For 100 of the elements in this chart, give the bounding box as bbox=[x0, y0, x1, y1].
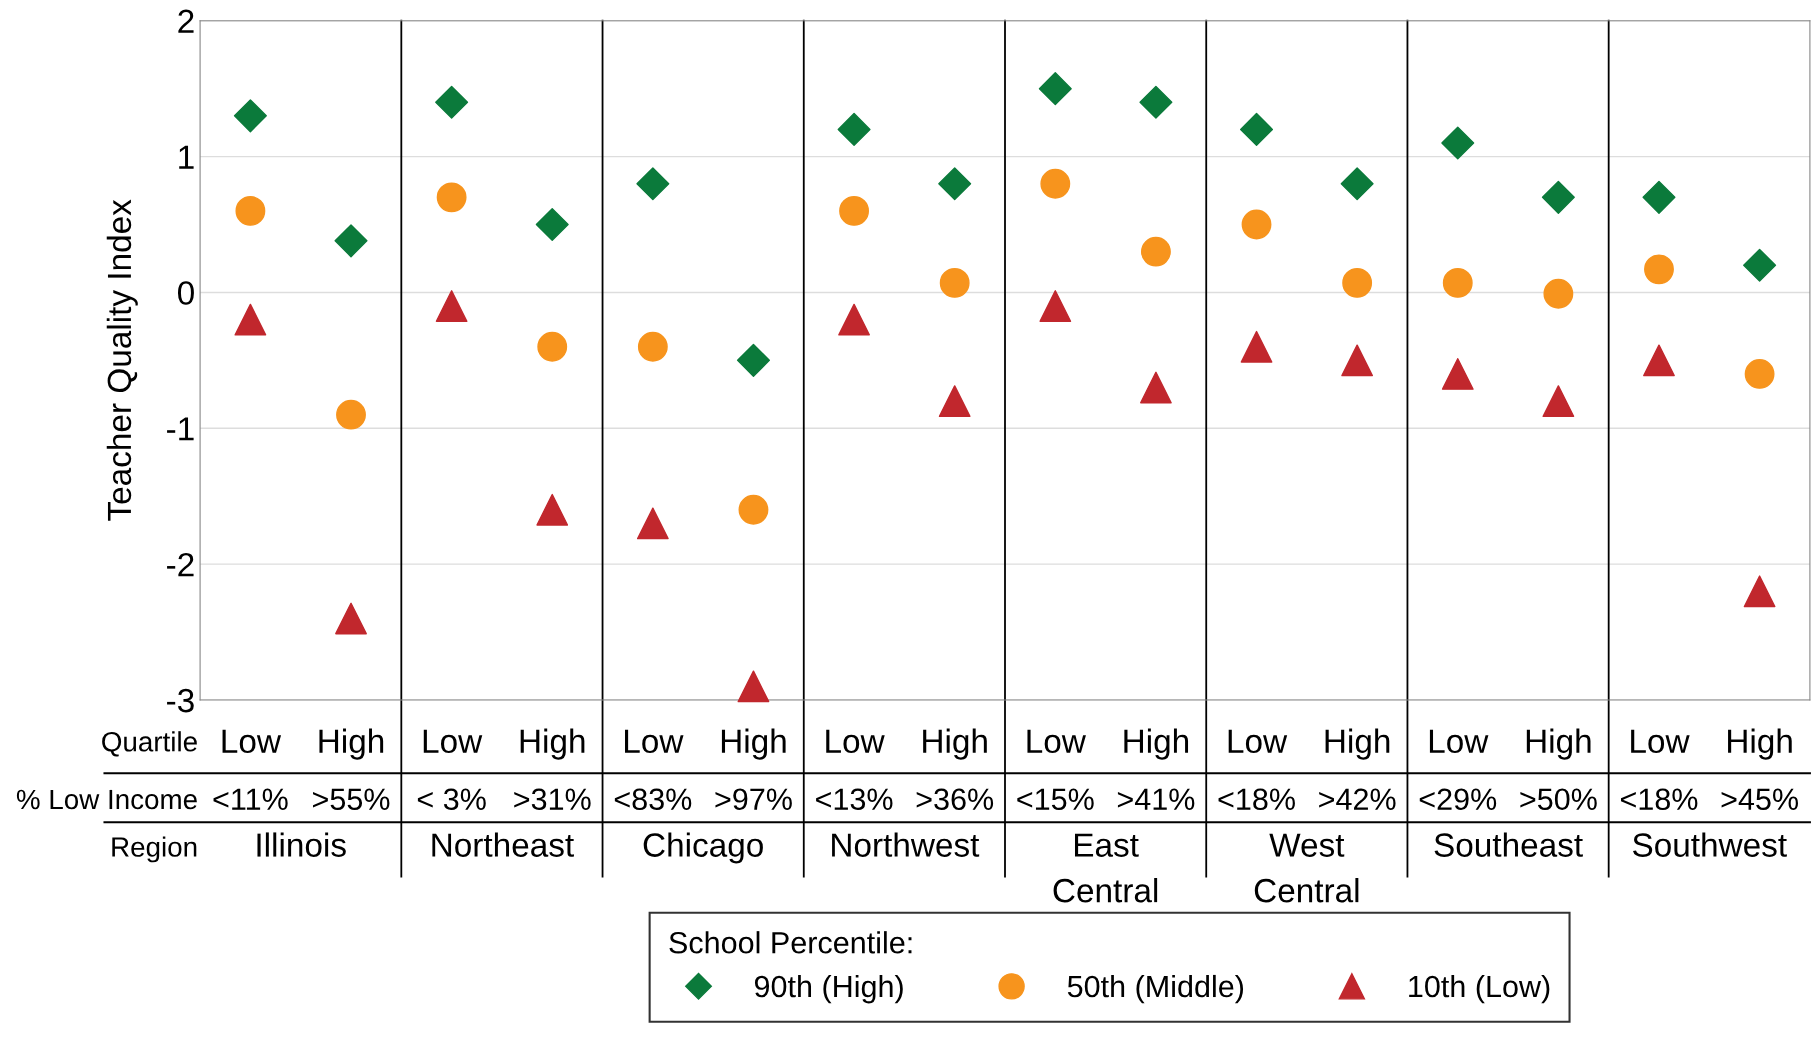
text: High bbox=[520, 728, 585, 760]
text: West Central bbox=[1254, 833, 1359, 903]
point bbox=[536, 493, 569, 526]
text: High bbox=[923, 728, 987, 760]
point bbox=[1038, 72, 1072, 106]
x-tick-label: >42% bbox=[1319, 788, 1396, 810]
text: High bbox=[1728, 728, 1792, 760]
text: Low bbox=[1027, 729, 1086, 754]
point bbox=[235, 195, 266, 226]
point bbox=[637, 331, 668, 362]
point bbox=[234, 303, 267, 336]
y-axis-title: Teacher Quality Index bbox=[106, 199, 138, 521]
point bbox=[837, 112, 871, 146]
x-tick-label: <15% bbox=[1017, 788, 1094, 811]
x-tick-label: <13% bbox=[816, 788, 893, 811]
text: Chicago bbox=[643, 832, 763, 864]
text: Northwest bbox=[832, 832, 980, 857]
text: Southwest bbox=[1632, 832, 1787, 857]
point bbox=[1241, 209, 1272, 240]
point bbox=[1441, 358, 1474, 390]
point bbox=[1340, 167, 1374, 201]
point bbox=[1644, 254, 1674, 285]
x-tick-label: >97% bbox=[715, 788, 792, 811]
y-tick-label: -3 bbox=[167, 688, 194, 713]
text: High bbox=[721, 728, 786, 760]
x-tick-label: >55% bbox=[313, 788, 390, 811]
point bbox=[1341, 344, 1374, 377]
point bbox=[938, 385, 971, 418]
y-tick-label: -1 bbox=[167, 417, 194, 441]
point bbox=[335, 602, 367, 635]
text: Low bbox=[826, 729, 885, 754]
text: High bbox=[1526, 728, 1591, 760]
point bbox=[1140, 236, 1171, 267]
x-tick-label: >36% bbox=[916, 788, 994, 811]
legend-label: 10th (Low) bbox=[1409, 974, 1550, 1004]
point bbox=[1541, 180, 1575, 214]
legend-label: 50th (Middle) bbox=[1067, 974, 1244, 1004]
text: Southeast bbox=[1434, 832, 1583, 857]
point bbox=[736, 343, 770, 377]
x-tick-label: >45% bbox=[1721, 788, 1799, 811]
point bbox=[436, 182, 467, 213]
text: East Central bbox=[1053, 833, 1158, 903]
point bbox=[938, 167, 972, 201]
point bbox=[1743, 248, 1777, 282]
text: High bbox=[319, 728, 384, 760]
point bbox=[1140, 371, 1172, 404]
text: Illinois bbox=[257, 832, 346, 857]
point bbox=[435, 85, 469, 119]
point bbox=[1239, 112, 1274, 146]
x-tick-label: <18% bbox=[1620, 788, 1698, 811]
x-tick-label: < 3% bbox=[417, 788, 486, 811]
point bbox=[838, 303, 870, 336]
text: Low bbox=[1228, 729, 1288, 754]
point bbox=[334, 224, 368, 258]
point bbox=[636, 507, 669, 540]
point bbox=[738, 494, 769, 525]
y-tick-label: 1 bbox=[179, 145, 194, 169]
y-tick-label: -2 bbox=[167, 552, 194, 577]
point bbox=[1543, 278, 1574, 309]
text: Low bbox=[222, 729, 282, 754]
point bbox=[1342, 267, 1373, 298]
point bbox=[737, 670, 770, 703]
point bbox=[1240, 330, 1273, 363]
y-tick-label: 0 bbox=[177, 281, 194, 305]
text: % Low Income bbox=[16, 789, 197, 810]
point bbox=[636, 167, 670, 201]
legend-title: School Percentile: bbox=[669, 931, 912, 954]
point bbox=[1039, 290, 1072, 322]
point bbox=[535, 207, 569, 242]
point bbox=[336, 399, 366, 430]
text: Low bbox=[625, 729, 684, 754]
point bbox=[839, 195, 870, 226]
text: Low bbox=[1631, 729, 1690, 754]
point bbox=[1743, 575, 1776, 608]
point bbox=[1040, 168, 1071, 199]
point bbox=[1442, 267, 1473, 298]
point bbox=[1643, 344, 1675, 377]
x-tick-label: <83% bbox=[614, 788, 692, 811]
text: Low bbox=[423, 729, 483, 754]
x-tick-label: <11% bbox=[213, 788, 288, 810]
text: High bbox=[1124, 728, 1189, 760]
x-tick-label: >50% bbox=[1520, 788, 1597, 811]
x-tick-label: <18% bbox=[1218, 788, 1295, 811]
point bbox=[1542, 385, 1575, 418]
x-tick-label: >41% bbox=[1117, 788, 1195, 810]
text: Northeast bbox=[432, 832, 574, 857]
point bbox=[233, 99, 267, 133]
x-tick-label: >31% bbox=[514, 788, 591, 811]
text: High bbox=[1325, 728, 1390, 760]
text: Region bbox=[112, 836, 197, 863]
text: Low bbox=[1429, 729, 1489, 754]
y-tick-label: 2 bbox=[178, 9, 194, 33]
x-tick-label: <29% bbox=[1419, 788, 1497, 811]
point bbox=[1744, 359, 1775, 389]
point bbox=[1441, 126, 1475, 160]
point bbox=[939, 267, 970, 298]
point bbox=[435, 290, 468, 322]
legend-label: 90th (High) bbox=[754, 974, 903, 1004]
point bbox=[1139, 85, 1173, 119]
point bbox=[1642, 180, 1676, 214]
